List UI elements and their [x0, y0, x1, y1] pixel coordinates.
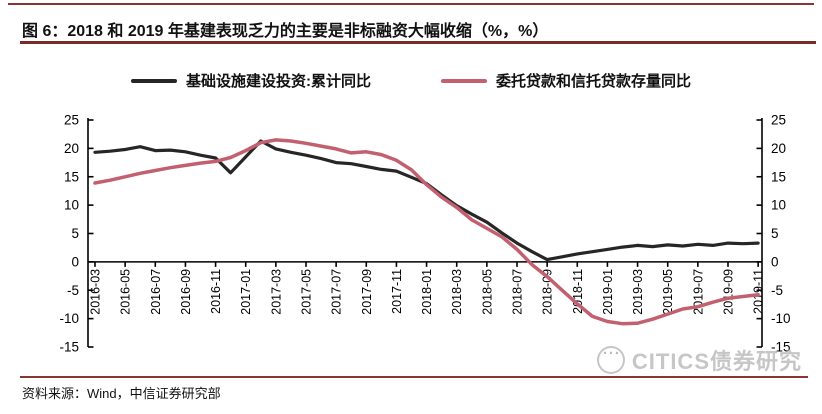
x-tick-label: 2018-05: [480, 269, 494, 315]
legend-swatch-infra-line: [130, 78, 177, 83]
y-tick-label-right: 5: [771, 226, 779, 241]
y-tick-label-right: 25: [771, 113, 786, 128]
x-tick-label: 2019-03: [631, 269, 645, 315]
y-tick-label-left: 20: [64, 141, 79, 156]
x-tick-label: 2016-07: [149, 269, 163, 315]
x-tick-label: 2018-11: [571, 269, 585, 314]
y-tick-label-left: -15: [59, 340, 79, 355]
x-tick-label: 2018-07: [511, 269, 525, 315]
legend-label-loans: 委托贷款和信托贷款存量同比: [495, 73, 691, 90]
legend-swatch-loans-line: [440, 78, 487, 83]
x-tick-label: 2019-07: [691, 269, 705, 315]
x-tick-label: 2016-05: [119, 269, 133, 315]
x-tick-label: 2017-05: [300, 269, 314, 315]
legend-label-infra: 基础设施建设投资:累计同比: [185, 73, 371, 90]
y-tick-label-right: 15: [771, 169, 786, 184]
y-tick-label-left: 0: [71, 254, 79, 269]
x-tick-label: 2019-09: [722, 269, 736, 315]
x-tick-label: 2016-03: [89, 269, 103, 315]
bottom-divider: [20, 376, 808, 378]
chart-legend: 基础设施建设投资:累计同比 委托贷款和信托贷款存量同比: [0, 70, 822, 91]
x-tick-label: 2017-09: [360, 269, 374, 315]
x-tick-label: 2017-03: [269, 269, 283, 315]
x-tick-label: 2017-07: [330, 269, 344, 315]
x-tick-label: 2017-01: [239, 269, 253, 315]
series-line-infrastructure-investment: [93, 139, 760, 262]
x-tick-label: 2019-11: [752, 269, 766, 314]
y-tick-label-right: 0: [771, 254, 779, 269]
x-tick-label: 2018-01: [420, 269, 434, 315]
legend-item-loans[interactable]: 委托贷款和信托贷款存量同比: [440, 70, 691, 91]
y-tick-label-left: 10: [64, 198, 79, 213]
y-tick-label-left: 15: [64, 169, 79, 184]
series-line-entrusted-trust-loans: [93, 138, 760, 326]
y-tick-label-right: 20: [771, 141, 786, 156]
figure-title: 图 6：2018 和 2019 年基建表现乏力的主要是非标融资大幅收缩（%，%）: [22, 23, 549, 40]
source-note: 资料来源：Wind，中信证券研究部: [22, 386, 221, 401]
y-tick-label-left: 25: [64, 113, 79, 128]
y-tick-label-left: -5: [67, 283, 79, 298]
top-divider: [8, 3, 814, 5]
x-tick-label: 2018-03: [450, 269, 464, 315]
legend-item-infra[interactable]: 基础设施建设投资:累计同比: [130, 70, 371, 91]
x-tick-label: 2018-09: [541, 269, 555, 315]
y-tick-label-left: -10: [59, 311, 79, 326]
title-underline: [20, 41, 816, 44]
x-tick-label: 2016-09: [179, 269, 193, 315]
citics-logo-icon: [596, 345, 625, 374]
y-tick-label-left: 5: [71, 226, 79, 241]
x-tick-label: 2016-11: [209, 269, 223, 314]
x-tick-label: 2019-05: [661, 269, 675, 315]
watermark: CITICS债券研究: [596, 344, 802, 376]
x-tick-label: 2019-01: [601, 269, 615, 315]
y-tick-label-right: 10: [771, 198, 786, 213]
y-tick-label-right: -10: [771, 311, 791, 326]
y-tick-label-right: -5: [771, 283, 783, 298]
x-tick-label: 2017-11: [390, 269, 404, 314]
watermark-text: CITICS债券研究: [631, 349, 802, 374]
